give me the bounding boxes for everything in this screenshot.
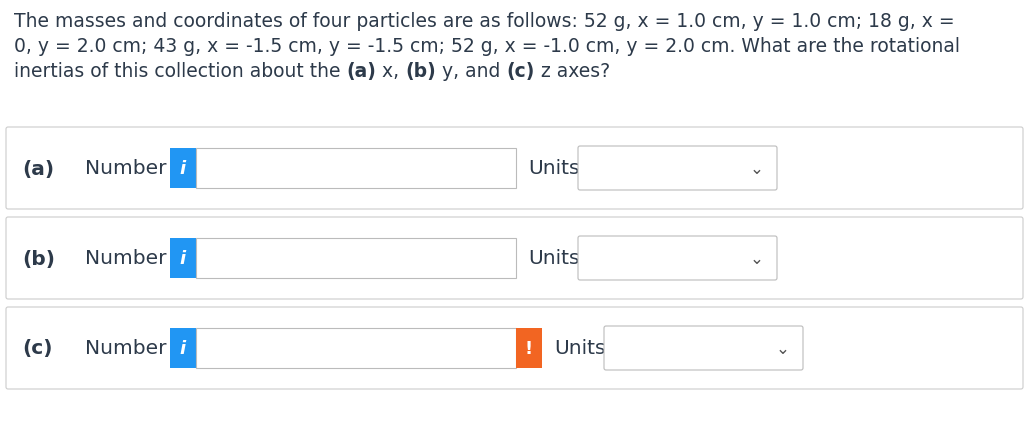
Text: ⌄: ⌄ [776, 339, 790, 357]
FancyBboxPatch shape [170, 328, 196, 368]
Text: y, and: y, and [436, 62, 506, 81]
Text: The masses and coordinates of four particles are as follows: 52 g, x = 1.0 cm, y: The masses and coordinates of four parti… [14, 12, 955, 31]
Text: z axes?: z axes? [535, 62, 610, 81]
Text: (a): (a) [22, 159, 55, 178]
Text: i: i [180, 160, 186, 178]
Text: i: i [180, 339, 186, 357]
FancyBboxPatch shape [6, 307, 1023, 389]
FancyBboxPatch shape [196, 149, 516, 189]
FancyBboxPatch shape [6, 218, 1023, 299]
Text: Units: Units [528, 249, 579, 268]
Text: x,: x, [377, 62, 405, 81]
FancyBboxPatch shape [516, 328, 542, 368]
Text: (b): (b) [405, 62, 436, 81]
Text: i: i [180, 249, 186, 268]
FancyBboxPatch shape [604, 326, 803, 370]
Text: Units: Units [528, 159, 579, 178]
Text: Number: Number [85, 339, 167, 358]
Text: Units: Units [554, 339, 605, 358]
FancyBboxPatch shape [170, 239, 196, 278]
Text: 0, y = 2.0 cm; 43 g, x = -1.5 cm, y = -1.5 cm; 52 g, x = -1.0 cm, y = 2.0 cm. Wh: 0, y = 2.0 cm; 43 g, x = -1.5 cm, y = -1… [14, 37, 960, 56]
FancyBboxPatch shape [170, 149, 196, 189]
Text: Number: Number [85, 249, 167, 268]
FancyBboxPatch shape [196, 328, 516, 368]
Text: ⌄: ⌄ [750, 160, 764, 178]
FancyBboxPatch shape [578, 236, 777, 280]
FancyBboxPatch shape [6, 128, 1023, 210]
Text: (c): (c) [22, 339, 52, 358]
Text: ⌄: ⌄ [750, 249, 764, 268]
FancyBboxPatch shape [578, 147, 777, 190]
FancyBboxPatch shape [196, 239, 516, 278]
Text: (a): (a) [347, 62, 377, 81]
Text: !: ! [525, 339, 533, 357]
Text: inertias of this collection about the: inertias of this collection about the [14, 62, 347, 81]
Text: Number: Number [85, 159, 167, 178]
Text: (b): (b) [22, 249, 55, 268]
Text: (c): (c) [506, 62, 535, 81]
